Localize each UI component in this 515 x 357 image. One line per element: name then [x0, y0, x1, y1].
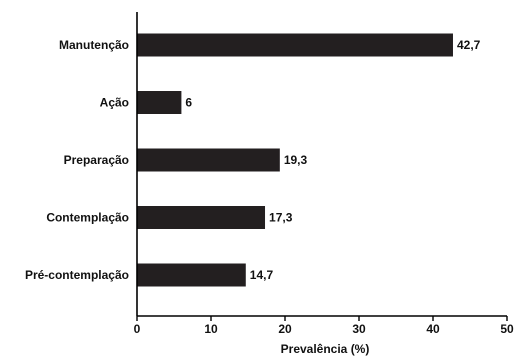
x-tick-label-1: 10: [204, 322, 218, 336]
x-tick-label-0: 0: [134, 322, 141, 336]
x-tick-label-2: 20: [278, 322, 292, 336]
bar-1: [137, 91, 182, 114]
category-label-0: Manutenção: [59, 38, 129, 52]
category-label-3: Contemplação: [46, 211, 129, 225]
category-label-4: Pré-contemplação: [25, 268, 129, 282]
bar-2: [137, 148, 280, 172]
x-axis-title: Prevalência (%): [281, 342, 370, 356]
x-tick-label-3: 30: [352, 322, 366, 336]
value-label-2: 19,3: [284, 153, 308, 167]
category-label-1: Ação: [100, 96, 129, 110]
bar-4: [137, 263, 246, 287]
bars-group: [137, 33, 453, 287]
value-label-3: 17,3: [269, 211, 293, 225]
value-label-4: 14,7: [250, 268, 274, 282]
value-label-0: 42,7: [457, 38, 481, 52]
x-ticks-group: 0 10 20 30 40 50: [134, 316, 514, 336]
x-tick-label-4: 40: [426, 322, 440, 336]
category-label-2: Preparação: [64, 153, 129, 167]
value-labels-group: 42,7 6 19,3 17,3 14,7: [185, 38, 480, 282]
value-label-1: 6: [185, 96, 192, 110]
category-labels-group: Manutenção Ação Preparação Contemplação Pré-…: [25, 38, 129, 282]
x-tick-label-5: 50: [500, 322, 514, 336]
bar-0: [137, 33, 453, 57]
bar-3: [137, 206, 266, 229]
